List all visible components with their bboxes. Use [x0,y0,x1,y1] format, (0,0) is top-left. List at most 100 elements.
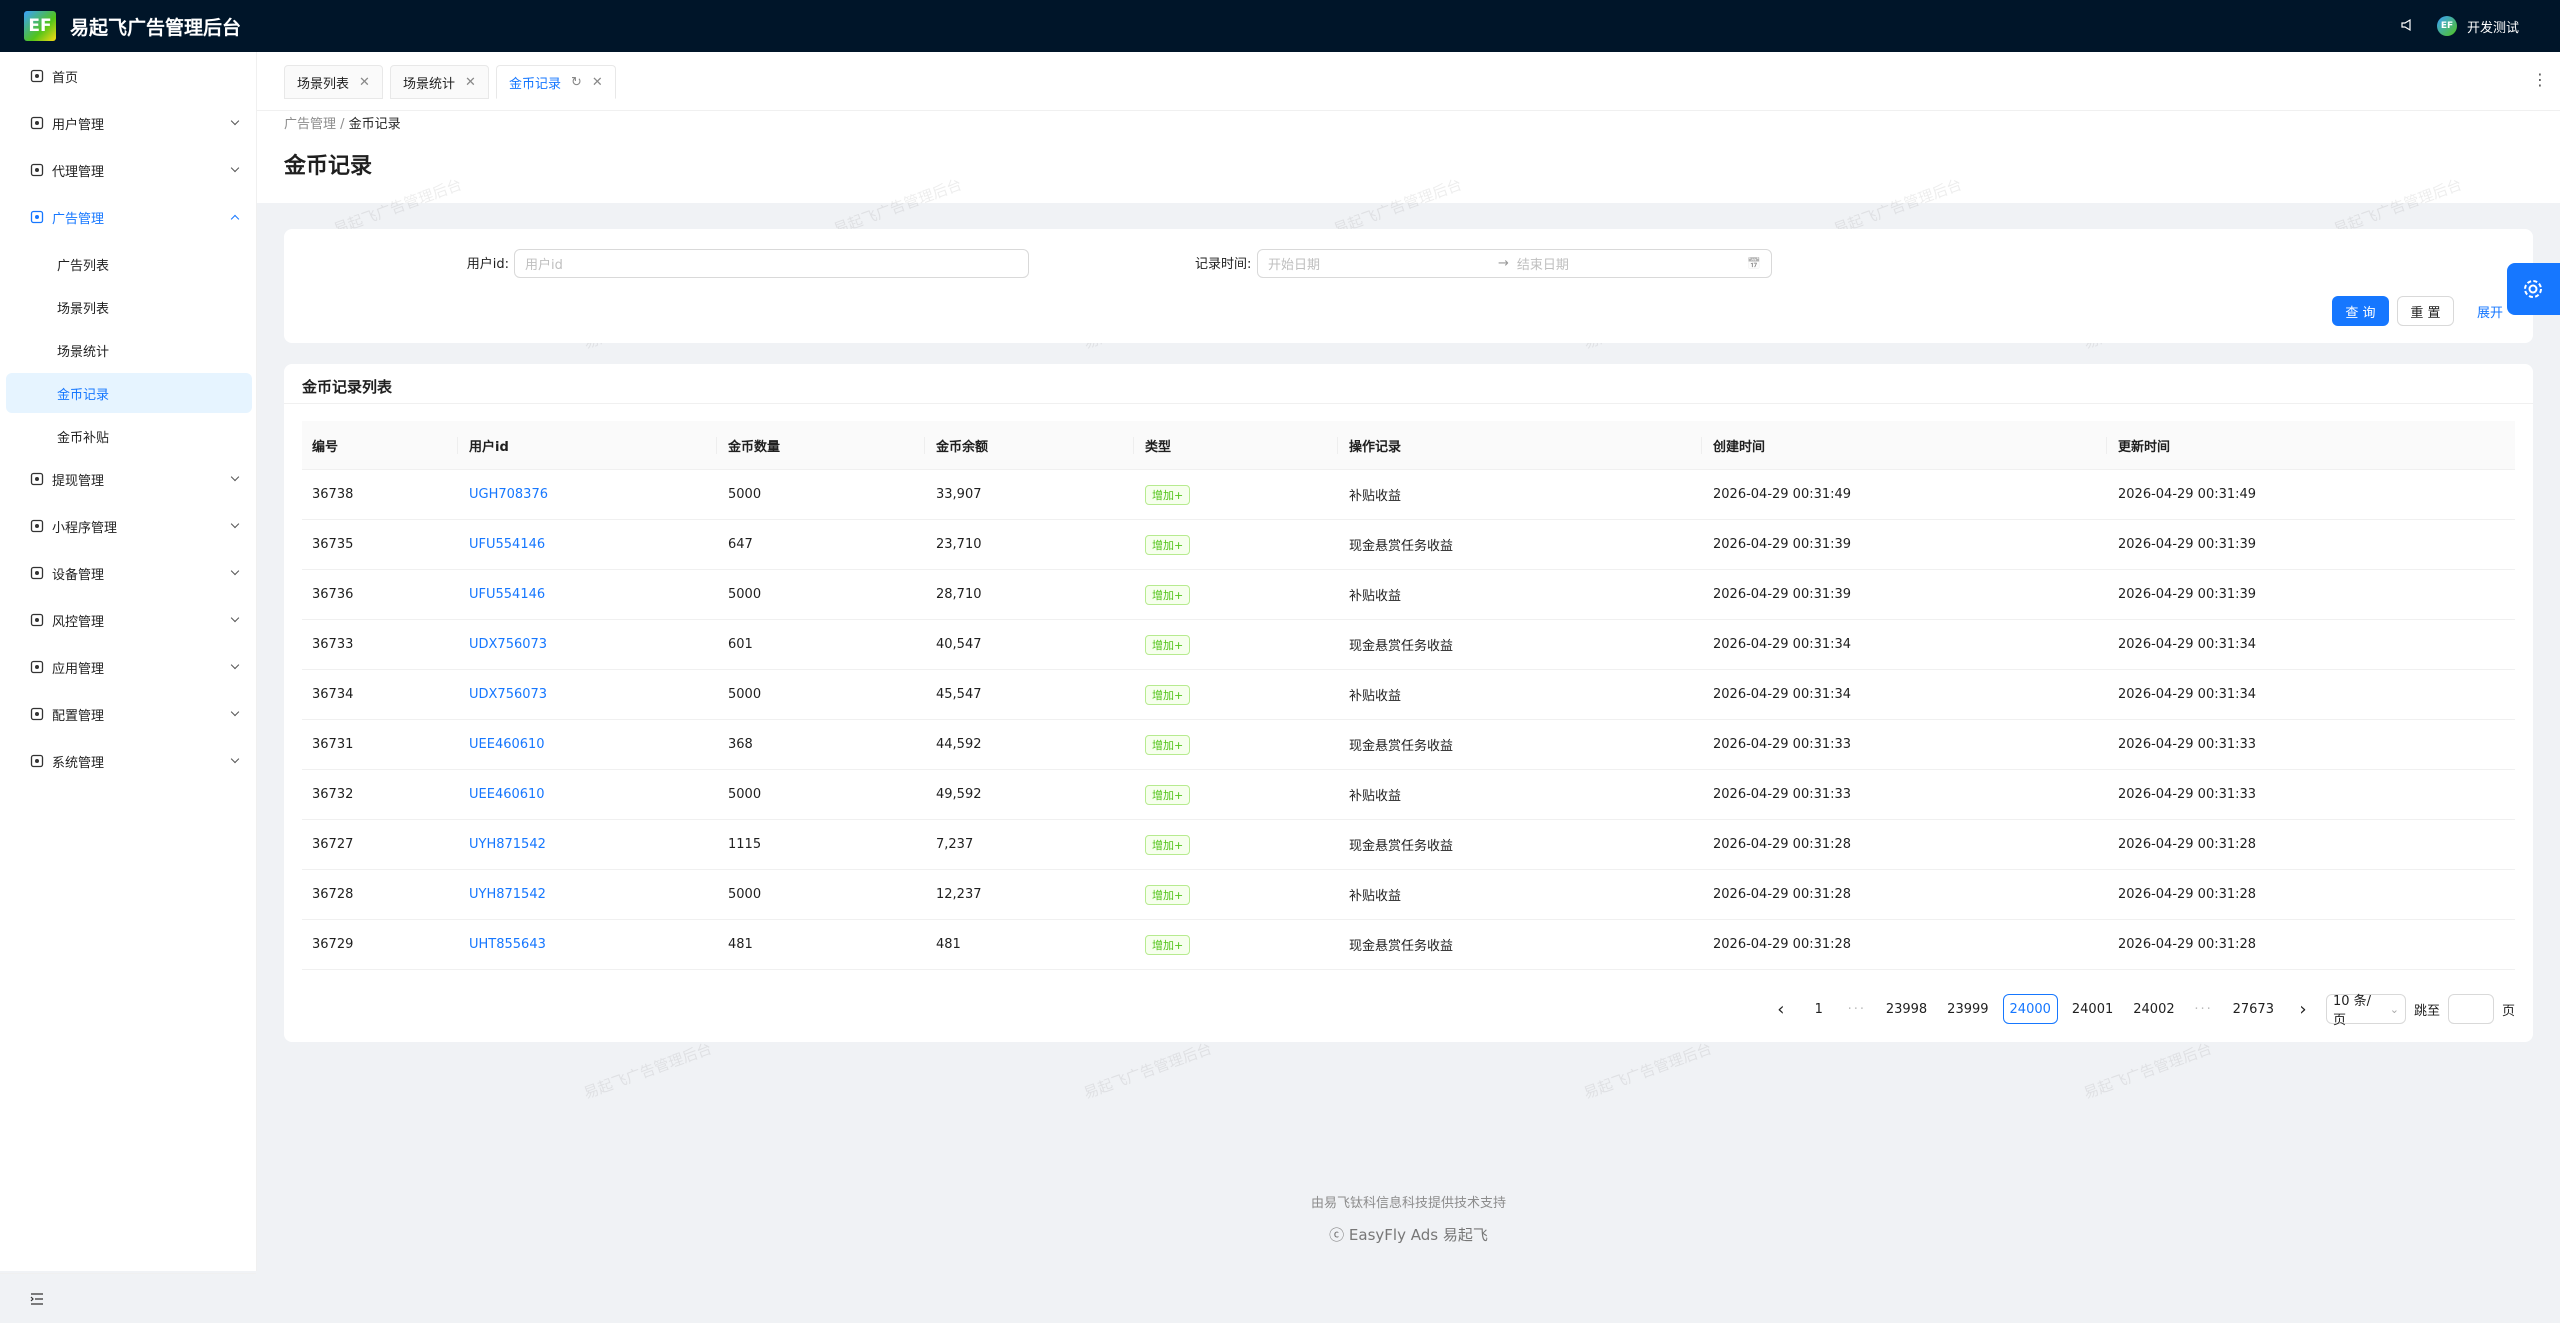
icon [30,472,44,486]
page-number[interactable]: 1 [1814,1001,1823,1017]
page-number[interactable]: 24002 [2133,1001,2175,1017]
input[interactable]: 用户id [514,249,1029,278]
user-link[interactable]: UDX756073 [469,687,548,702]
watermark: 易起飞广告管理后台 [2081,1039,2215,1103]
table-cell: 36729 [312,937,354,952]
table-cell: 2026-04-29 00:31:34 [1713,637,1852,652]
tab-bar: 场景列表 ✕ 场景统计 ✕ 金币记录 ↻ ✕ ⋮ [257,52,2560,111]
menu-item[interactable]: 首页 [6,56,252,96]
page-header-area [257,52,2560,203]
menu-item[interactable]: 广告管理 [6,197,252,237]
table-row: 36734 UDX756073 5000 45,547 增加+ 补贴收益 2026-04-2… [302,670,2515,720]
table-cell: 现金悬赏任务收益 [1349,639,1454,654]
menu-label: 设备管理 [52,567,105,583]
page-number[interactable]: 23998 [1885,1001,1928,1017]
table-cell: 36732 [312,787,354,802]
user-link[interactable]: UEE460610 [469,787,545,802]
date-range[interactable]: 开始日期 → 结束日期 📅 [1257,249,1772,278]
search-form: 用户id: 用户id 记录时间: 开始日期 → 结束日期 📅 查 询重 置 展开 [284,229,2533,343]
table-header: 编号 用户id 金币数量 金币余额 类型 操作记录 创建时间 更新时间 [302,421,2515,470]
type-tag: 增加+ [1145,884,1191,905]
breadcrumb-item[interactable]: 广告管理 [284,117,337,132]
collapse-button[interactable] [0,1273,256,1323]
user-link[interactable]: UFU554146 [469,587,546,602]
jump-input[interactable] [2447,994,2494,1024]
close-icon[interactable]: ✕ [359,74,370,90]
table-cell: 增加+ [1145,920,1191,969]
user-link[interactable]: UEE460610 [469,737,545,752]
tab[interactable]: 场景统计 ✕ [390,65,489,99]
tab[interactable]: 场景列表 ✕ [284,65,383,99]
menu-item[interactable]: 应用管理 [6,647,252,687]
table-cell: 1115 [728,837,762,852]
table-cell: 23,710 [936,537,982,552]
table-cell: 368 [728,737,753,752]
table-cell: UGH708376 [469,470,548,519]
column-separator [457,437,458,454]
settings-button[interactable] [2507,263,2560,315]
table-cell: 5000 [728,887,762,902]
close-icon[interactable]: ✕ [465,74,476,90]
submenu-item[interactable]: 场景统计 [57,344,110,360]
table-cell: UYH871542 [469,870,546,919]
user-link[interactable]: UYH871542 [469,837,546,852]
reset-button[interactable]: 重 置 [2397,296,2454,326]
user-link[interactable]: UFU554146 [469,537,546,552]
table-cell: UEE460610 [469,770,545,819]
table-cell: 增加+ [1145,770,1191,819]
menu-label: 小程序管理 [52,520,118,536]
table-cell: 36731 [312,737,354,752]
submenu-item[interactable]: 金币记录 [6,373,252,413]
menu-item[interactable]: 提现管理 [6,459,252,499]
more-icon[interactable]: ⋮ [2532,70,2548,89]
icon [30,754,44,768]
prev-page[interactable]: ‹ [1777,998,1785,1020]
icon [30,519,44,533]
refresh-icon: ↻ [571,74,582,90]
next-page[interactable]: › [2299,998,2307,1020]
table-cell: 增加+ [1145,820,1191,869]
table-cell: 36728 [312,887,354,902]
menu-item[interactable]: 代理管理 [6,150,252,190]
page-number[interactable]: 23999 [1947,1001,1989,1017]
page-number[interactable]: 24001 [2071,1001,2114,1017]
user-link[interactable]: UDX756073 [469,637,548,652]
page-number[interactable]: 27673 [2232,1001,2274,1017]
column-header: 金币余额 [936,439,989,455]
query-button[interactable]: 查 询 [2332,296,2389,326]
table-cell: 增加+ [1145,870,1191,919]
menu-item[interactable]: 风控管理 [6,600,252,640]
user-link[interactable]: UGH708376 [469,487,548,502]
page-size-select[interactable]: 10 条/页 ⌄ [2325,994,2406,1028]
top-bar: EF 易起飞广告管理后台 EF 开发测试 [0,0,2560,52]
type-tag: 增加+ [1145,534,1191,555]
submenu-item[interactable]: 场景列表 [57,301,110,317]
icon [30,707,44,721]
tab[interactable]: 金币记录 ↻ ✕ [496,65,616,99]
menu-item[interactable]: 设备管理 [6,553,252,593]
user-name[interactable]: 开发测试 [2467,21,2520,36]
table-cell: 2026-04-29 00:31:28 [2118,837,2257,852]
notice-icon[interactable] [2400,18,2414,36]
menu-item[interactable]: 小程序管理 [6,506,252,546]
table-cell: 2026-04-29 00:31:33 [1713,787,1852,802]
menu-item[interactable]: 系统管理 [6,741,252,781]
footer-copyright: ⓒ EasyFly Ads 易起飞 [1329,1226,1488,1244]
close-icon[interactable]: ✕ [591,74,603,90]
menu-item[interactable]: 用户管理 [6,103,252,143]
expand-link[interactable]: 展开 [2476,305,2503,321]
user-link[interactable]: UHT855643 [469,937,546,952]
watermark: 易起飞广告管理后台 [1581,1039,1715,1103]
label: 用户id: [466,257,509,272]
user-link[interactable]: UYH871542 [469,887,546,902]
page-number[interactable]: 24000 [2002,994,2058,1024]
column-separator [1337,437,1338,454]
menu-item[interactable]: 配置管理 [6,694,252,734]
type-tag: 增加+ [1145,784,1191,805]
column-separator [924,437,925,454]
table-cell: 28,710 [936,587,982,602]
table-cell: 5000 [728,487,762,502]
submenu-item[interactable]: 广告列表 [57,258,110,274]
submenu-item[interactable]: 金币补贴 [57,430,110,446]
jump-label: 跳至 [2413,1003,2440,1019]
